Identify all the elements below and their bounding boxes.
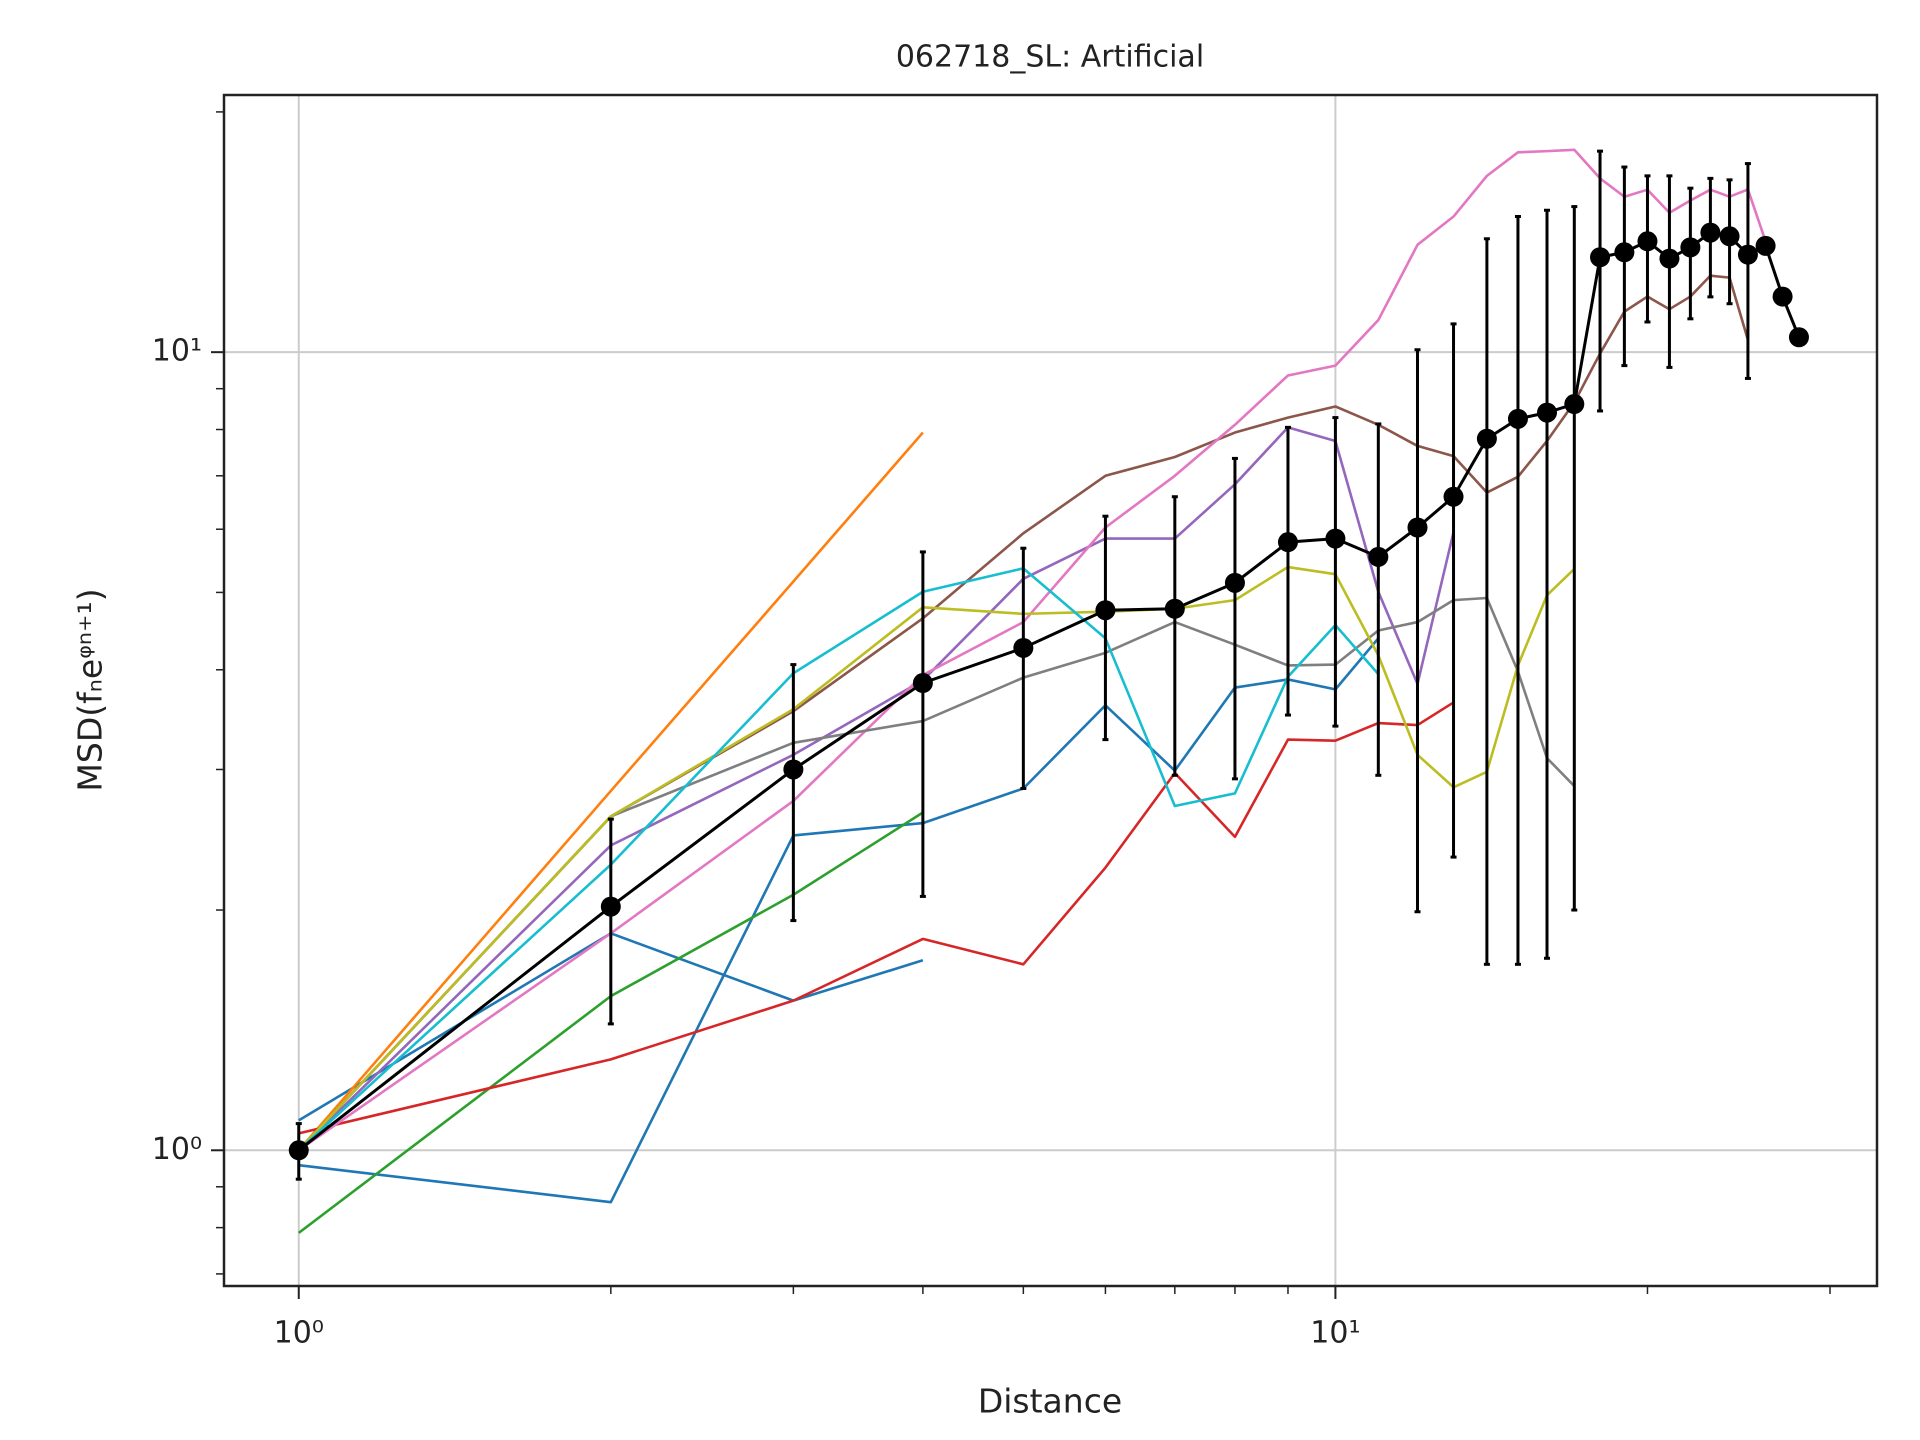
chart-title: 062718_SL: Artificial bbox=[896, 40, 1204, 75]
y-tick-label: 10⁰ bbox=[152, 1132, 202, 1167]
data-point bbox=[1637, 231, 1658, 252]
data-point bbox=[600, 896, 621, 917]
data-point bbox=[912, 673, 933, 694]
data-point bbox=[1737, 244, 1758, 265]
data-point bbox=[1590, 247, 1611, 268]
data-point bbox=[1564, 394, 1585, 415]
data-point bbox=[1700, 222, 1721, 243]
data-point bbox=[1443, 486, 1464, 507]
series-line bbox=[297, 565, 1576, 1152]
series-line bbox=[298, 148, 1767, 1152]
data-point bbox=[1013, 637, 1034, 658]
series-line bbox=[297, 567, 1380, 1152]
data-point bbox=[1719, 226, 1740, 247]
x-tick-label: 10⁰ bbox=[274, 1316, 324, 1351]
data-point bbox=[1537, 402, 1558, 423]
data-point bbox=[1507, 408, 1528, 429]
data-point bbox=[1368, 546, 1389, 567]
series-line bbox=[298, 637, 1380, 1204]
data-point bbox=[1476, 428, 1497, 449]
data-point bbox=[1277, 532, 1298, 553]
data-point bbox=[1614, 242, 1635, 263]
series-line bbox=[298, 701, 1455, 1135]
series-line bbox=[297, 811, 924, 1234]
data-point bbox=[1224, 572, 1245, 593]
data-point bbox=[288, 1140, 309, 1161]
data-point bbox=[1164, 598, 1185, 619]
series-line bbox=[297, 596, 1576, 1152]
data-point bbox=[783, 759, 804, 780]
x-tick-label: 10¹ bbox=[1310, 1316, 1360, 1351]
y-tick-label: 10¹ bbox=[152, 334, 202, 369]
data-point bbox=[1755, 235, 1776, 256]
y-axis-label: MSD(fₙeᵠⁿ⁺¹) bbox=[71, 588, 110, 791]
data-point bbox=[1680, 237, 1701, 258]
data-point bbox=[1325, 528, 1346, 549]
data-point bbox=[1772, 286, 1793, 307]
data-point bbox=[1095, 600, 1116, 621]
data-point bbox=[1407, 517, 1428, 538]
data-point bbox=[1659, 248, 1680, 269]
data-point bbox=[1788, 327, 1809, 348]
plot-frame bbox=[222, 93, 1879, 1288]
series-line bbox=[297, 431, 924, 1152]
x-axis-label: Distance bbox=[978, 1382, 1122, 1421]
